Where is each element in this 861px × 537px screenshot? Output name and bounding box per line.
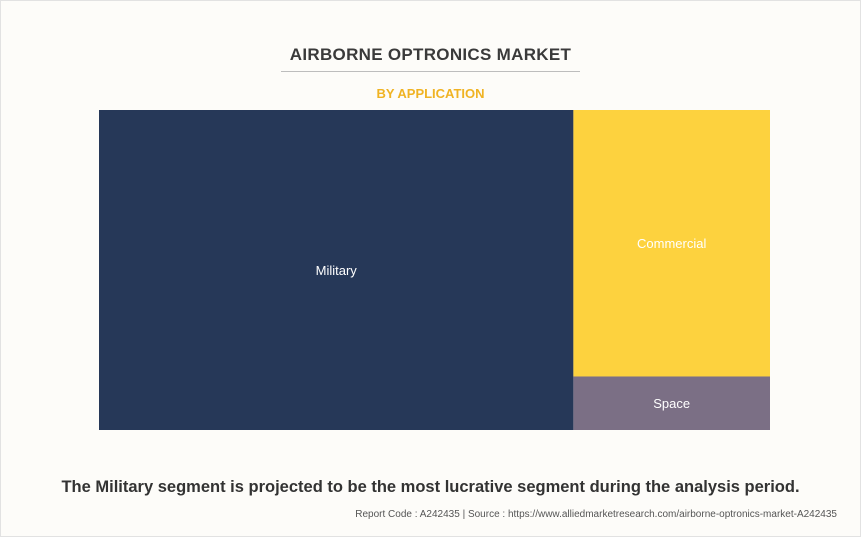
chart-subtitle: BY APPLICATION [376, 86, 485, 101]
treemap-label-military: Military [316, 263, 358, 278]
treemap-label-commercial: Commercial [637, 236, 706, 251]
treemap-cell-military [99, 110, 574, 430]
title-divider [281, 71, 580, 72]
chart-title: AIRBORNE OPTRONICS MARKET [289, 45, 572, 64]
treemap-chart: Military Commercial Space [99, 110, 770, 430]
chart-caption: The Military segment is projected to be … [61, 478, 800, 496]
treemap-label-space: Space [653, 396, 690, 411]
treemap-cell-space [573, 376, 770, 430]
source-note: Report Code : A242435 | Source : https:/… [355, 509, 837, 520]
treemap-cell-commercial [573, 110, 770, 377]
